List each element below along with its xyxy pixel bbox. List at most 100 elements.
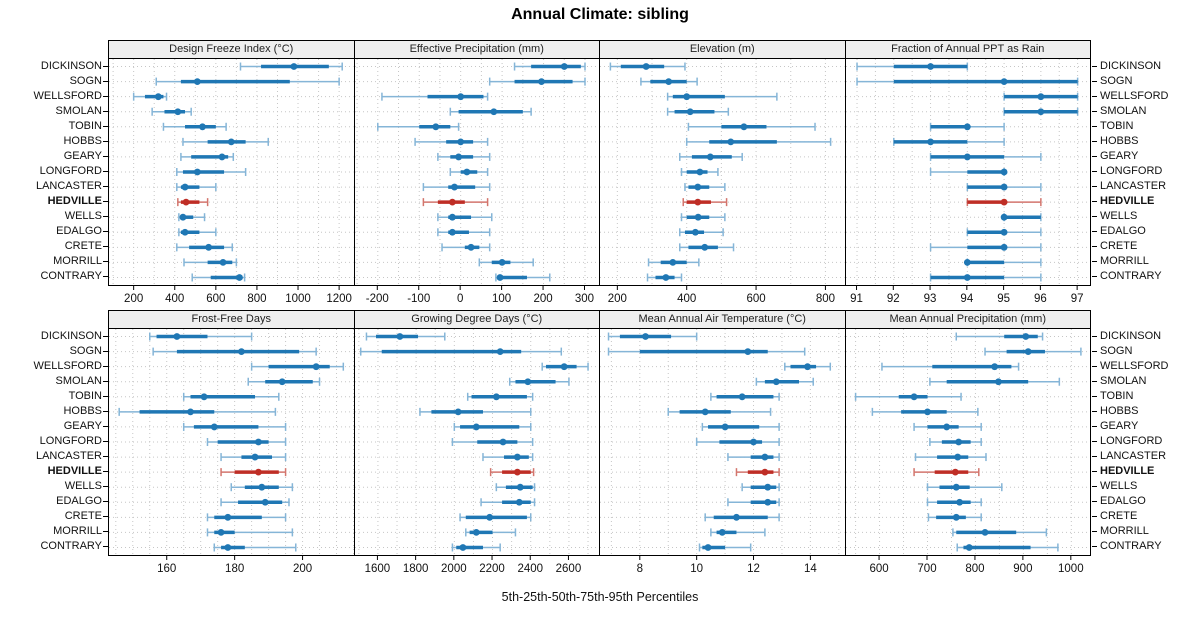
- panel-mean-annual-air-temperature-c: Mean Annual Air Temperature (°C): [599, 310, 846, 556]
- y-tick-right: [1092, 231, 1097, 233]
- row-label-left-hobbs: HOBBS: [63, 404, 102, 417]
- panel-plot: [354, 329, 599, 555]
- y-tick-right: [1092, 365, 1097, 367]
- panel-title: Design Freeze Index (°C): [109, 41, 354, 59]
- y-tick-left: [103, 350, 108, 352]
- svg-text:1200: 1200: [326, 293, 352, 305]
- row-label-left-sogn: SOGN: [69, 74, 102, 87]
- svg-text:800: 800: [247, 293, 266, 305]
- svg-text:2400: 2400: [517, 563, 543, 575]
- y-tick-right: [1092, 456, 1097, 458]
- svg-text:12: 12: [747, 563, 760, 575]
- y-tick-right: [1092, 471, 1097, 473]
- y-tick-left: [103, 246, 108, 248]
- svg-text:94: 94: [960, 293, 973, 305]
- y-tick-right: [1092, 380, 1097, 382]
- svg-text:-100: -100: [407, 293, 430, 305]
- y-tick-left: [103, 531, 108, 533]
- y-tick-left: [103, 380, 108, 382]
- row-label-right-crete: CRETE: [1100, 240, 1138, 253]
- y-tick-right: [1092, 410, 1097, 412]
- row-label-right-crete: CRETE: [1100, 510, 1138, 523]
- row-label-right-edalgo: EDALGO: [1100, 225, 1146, 238]
- y-tick-left: [103, 456, 108, 458]
- svg-text:1800: 1800: [403, 563, 429, 575]
- row-label-left-hedville: HEDVILLE: [47, 465, 102, 478]
- y-tick-left: [103, 546, 108, 548]
- panel-title: Mean Annual Precipitation (mm): [845, 311, 1090, 329]
- row-label-left-wellsford: WELLSFORD: [33, 89, 102, 102]
- y-tick-left: [103, 201, 108, 203]
- row-label-left-geary: GEARY: [63, 419, 102, 432]
- y-tick-left: [103, 501, 108, 503]
- svg-text:180: 180: [225, 563, 244, 575]
- row-label-right-wellsford: WELLSFORD: [1100, 89, 1169, 102]
- svg-text:1000: 1000: [285, 293, 311, 305]
- svg-text:200: 200: [293, 563, 312, 575]
- svg-text:400: 400: [677, 293, 696, 305]
- row-label-left-dickinson: DICKINSON: [40, 329, 102, 342]
- row-label-left-dickinson: DICKINSON: [40, 59, 102, 72]
- y-tick-right: [1092, 441, 1097, 442]
- row-label-right-geary: GEARY: [1100, 419, 1139, 432]
- row-label-left-tobin: TOBIN: [68, 119, 102, 132]
- svg-text:1000: 1000: [1058, 563, 1084, 575]
- row-label-left-wells: WELLS: [64, 480, 102, 493]
- y-tick-left: [103, 486, 108, 488]
- svg-text:600: 600: [869, 563, 888, 575]
- svg-text:2200: 2200: [479, 563, 505, 575]
- svg-text:300: 300: [575, 293, 594, 305]
- row-label-left-crete: CRETE: [64, 510, 102, 523]
- row-label-left-geary: GEARY: [63, 149, 102, 162]
- svg-text:96: 96: [1034, 293, 1047, 305]
- y-tick-right: [1092, 171, 1097, 172]
- svg-text:700: 700: [917, 563, 936, 575]
- row-label-right-geary: GEARY: [1100, 149, 1139, 162]
- row-label-left-contrary: CONTRARY: [40, 540, 102, 553]
- y-tick-left: [103, 471, 108, 473]
- y-tick-right: [1092, 140, 1097, 142]
- row-label-right-longford: LONGFORD: [1100, 165, 1163, 177]
- row-label-left-crete: CRETE: [64, 240, 102, 253]
- row-label-left-morrill: MORRILL: [53, 255, 102, 268]
- svg-text:92: 92: [887, 293, 900, 305]
- x-axis-row-0: 200 400 600 800 1000 1200 -200 -100 0 100 200 300 20…: [124, 286, 1084, 305]
- row-label-left-edalgo: EDALGO: [56, 225, 102, 238]
- panel-plot: [845, 59, 1090, 285]
- y-tick-right: [1092, 110, 1097, 112]
- y-tick-right: [1092, 201, 1097, 203]
- panel-title: Elevation (m): [600, 41, 845, 59]
- row-label-right-lancaster: LANCASTER: [1100, 180, 1167, 193]
- row-label-left-edalgo: EDALGO: [56, 495, 102, 508]
- y-tick-right: [1092, 501, 1097, 503]
- y-tick-left: [103, 186, 108, 188]
- y-tick-left: [103, 261, 108, 263]
- y-tick-right: [1092, 186, 1097, 188]
- y-tick-right: [1092, 261, 1097, 263]
- panel-growing-degree-days-c: Growing Degree Days (°C): [353, 310, 600, 556]
- row-label-right-hobbs: HOBBS: [1100, 134, 1139, 147]
- row-label-right-lancaster: LANCASTER: [1100, 450, 1167, 463]
- svg-text:97: 97: [1071, 293, 1084, 305]
- y-tick-left: [103, 155, 108, 157]
- y-tick-right: [1092, 531, 1097, 533]
- panel-title: Mean Annual Air Temperature (°C): [600, 311, 845, 329]
- y-tick-right: [1092, 395, 1097, 397]
- panel-effective-precipitation-mm: Effective Precipitation (mm): [353, 40, 600, 286]
- y-tick-left: [103, 231, 108, 233]
- panel-elevation-m: Elevation (m): [599, 40, 846, 286]
- panel-title: Frost-Free Days: [109, 311, 354, 329]
- svg-text:95: 95: [997, 293, 1010, 305]
- y-tick-left: [103, 65, 108, 67]
- svg-text:800: 800: [816, 293, 835, 305]
- row-label-right-smolan: SMOLAN: [1100, 104, 1147, 117]
- row-label-left-hobbs: HOBBS: [63, 134, 102, 147]
- row-label-left-smolan: SMOLAN: [55, 374, 102, 387]
- y-tick-left: [103, 516, 108, 518]
- panel-plot: [109, 59, 354, 285]
- y-tick-right: [1092, 216, 1097, 218]
- row-label-left-wellsford: WELLSFORD: [33, 359, 102, 372]
- panel-plot: [354, 59, 599, 285]
- y-tick-right: [1092, 276, 1097, 278]
- row-label-left-tobin: TOBIN: [68, 389, 102, 402]
